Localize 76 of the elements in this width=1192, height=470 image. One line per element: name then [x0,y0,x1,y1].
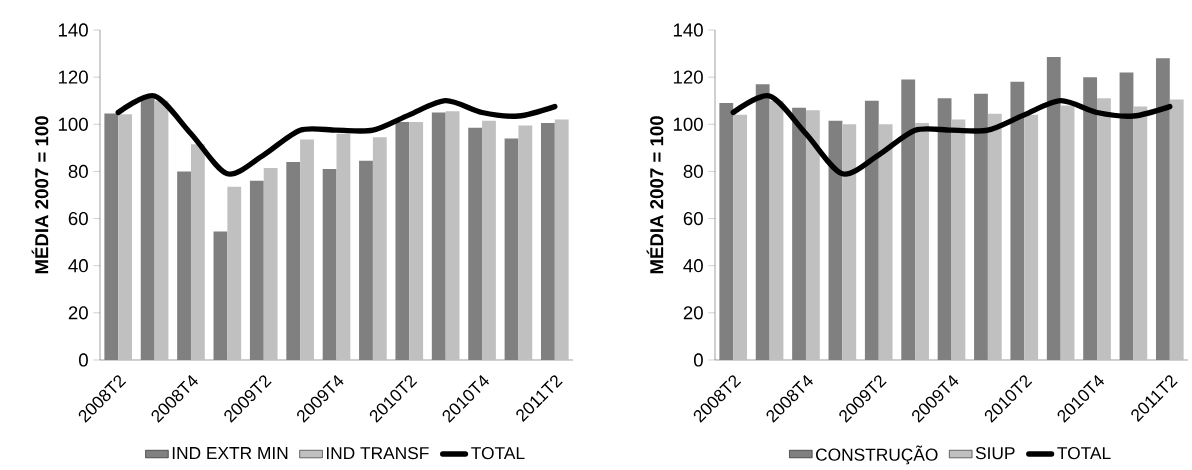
bar [554,119,569,360]
bar [504,138,519,360]
bar [118,114,133,360]
y-tick-label: 100 [673,117,703,131]
bar [951,119,966,360]
bar [518,125,533,360]
bar [792,107,806,360]
bar [300,139,314,360]
bar [1133,106,1148,360]
legend-label: TOTAL [471,446,525,460]
y-tick-label: 0 [693,353,703,367]
bar [937,98,952,360]
bar [190,144,205,360]
bar [372,137,387,360]
y-tick-label: 0 [78,353,88,367]
y-tick-label: 80 [68,164,88,179]
bar [1083,77,1098,360]
bar [987,113,1002,360]
bar [431,112,446,360]
bar [395,121,410,360]
bar [974,93,988,360]
bar [468,127,483,360]
bar [1060,105,1075,360]
legend-label: IND EXTR MIN [172,447,288,459]
bar [1119,72,1134,360]
bar [1024,114,1039,360]
y-tick-label: 100 [58,117,88,131]
y-axis-title: MÉDIA 2007 = 100 [31,116,49,274]
y-tick-label: 40 [68,259,88,273]
bar [769,100,784,360]
legend-label: CONSTRUÇÃO [816,445,938,465]
legend-label: IND TRANSF [326,446,429,460]
bar [249,180,264,360]
legend-label: TOTAL [1057,446,1111,460]
bar [1155,58,1170,360]
bar [828,120,843,360]
bar [322,169,337,360]
bar [177,171,191,360]
bar [104,113,119,360]
y-tick-label: 80 [683,164,703,179]
bar [213,231,228,360]
y-tick-label: 120 [58,70,88,84]
bar [445,111,460,360]
y-tick-label: 20 [68,306,88,320]
bar [878,124,893,360]
y-axis-title: MÉDIA 2007 = 100 [646,116,664,274]
bar [409,121,424,360]
bar [263,167,278,360]
bar [805,110,820,360]
bar [1169,99,1184,360]
y-tick-label: 60 [683,211,703,226]
y-tick-label: 140 [58,23,88,37]
bar [140,98,155,360]
y-tick-label: 140 [673,23,703,37]
bar [755,84,770,360]
bar [901,79,916,360]
y-tick-label: 60 [68,211,88,226]
bar [1097,98,1111,360]
bar [286,161,301,360]
bar [719,103,734,360]
bar [482,120,496,360]
y-tick-label: 40 [683,259,703,273]
y-tick-label: 120 [673,70,703,84]
bar [733,114,748,360]
bar [540,123,555,360]
bar [227,186,242,360]
bar [1010,81,1025,360]
bar [154,100,169,360]
legend-label: SIUP [975,446,1015,460]
bar [336,133,351,360]
bar [359,160,373,360]
bar [842,124,857,360]
bar [915,123,929,360]
bar [1046,57,1061,360]
bar [864,100,879,360]
y-tick-label: 20 [683,306,703,320]
